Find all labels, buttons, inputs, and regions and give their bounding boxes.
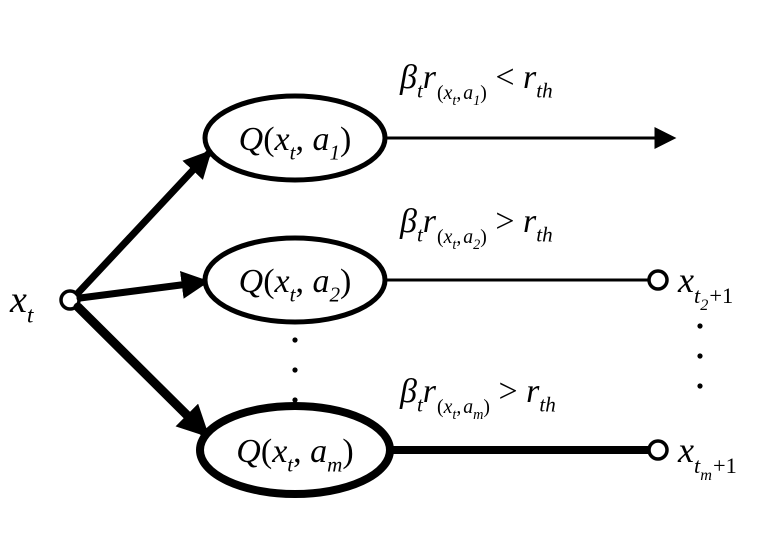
vdots-dot (292, 367, 297, 372)
vdots-dot (697, 383, 702, 388)
vdots-dot (292, 397, 297, 402)
vdots-dot (697, 323, 702, 328)
vdots-dot (292, 337, 297, 342)
vdots-dot (697, 353, 702, 358)
next-state-node (649, 441, 667, 459)
next-state-node (649, 271, 667, 289)
